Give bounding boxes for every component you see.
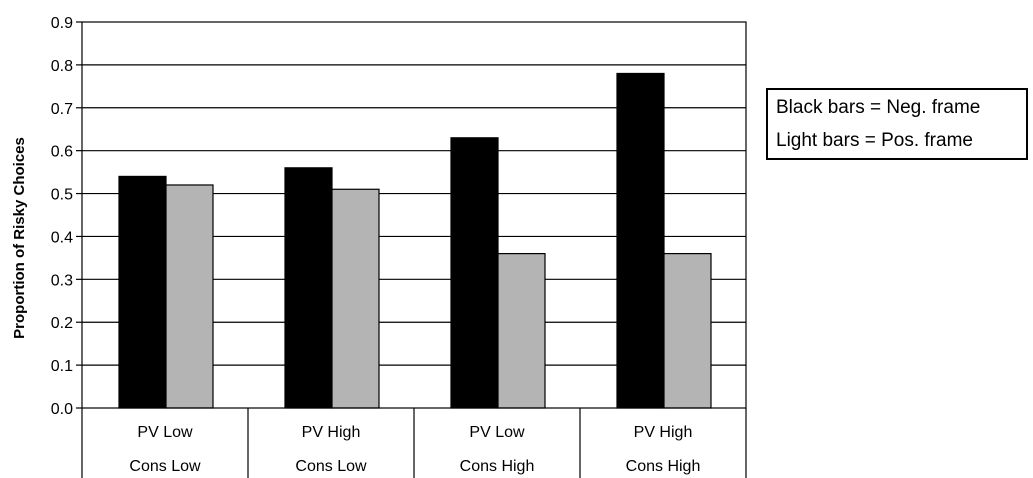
- category-label-line2: Cons Low: [129, 458, 201, 475]
- category-label-line1: PV Low: [469, 424, 525, 441]
- legend-entry-pos-frame: Light bars = Pos. frame: [776, 130, 973, 151]
- y-tick-label: 0.9: [51, 15, 73, 32]
- y-tick-label: 0.1: [51, 358, 73, 375]
- y-tick-label: 0.6: [51, 144, 73, 161]
- bar-neg-frame: [284, 167, 333, 409]
- y-tick-label: 0.0: [51, 401, 73, 418]
- y-tick-label: 0.4: [51, 229, 73, 246]
- y-tick-labels: 0.0 0.1 0.2 0.3 0.4 0.5 0.6 0.7 0.8 0.9: [51, 15, 73, 418]
- category-labels: PV Low Cons Low PV High Cons Low PV Low Cons …: [129, 424, 700, 475]
- bar-pos-frame: [497, 253, 546, 409]
- category-label-line1: PV High: [634, 424, 693, 441]
- bars: [118, 72, 712, 409]
- y-tick-label: 0.8: [51, 58, 73, 75]
- legend-entry-neg-frame: Black bars = Neg. frame: [776, 97, 981, 118]
- bar-neg-frame: [616, 72, 665, 409]
- y-tick-label: 0.7: [51, 101, 73, 118]
- axes: [76, 21, 747, 478]
- category-label-line1: PV Low: [137, 424, 193, 441]
- bar-pos-frame: [331, 188, 380, 409]
- bar-pos-frame: [165, 184, 214, 409]
- bar-pos-frame: [663, 253, 712, 409]
- y-tick-label: 0.5: [51, 187, 73, 204]
- category-label-line2: Cons High: [626, 458, 701, 475]
- bar-neg-frame: [118, 175, 167, 409]
- bar-neg-frame: [450, 137, 499, 409]
- y-tick-label: 0.3: [51, 272, 73, 289]
- y-axis-title: Proportion of Risky Choices: [11, 137, 28, 339]
- legend: Black bars = Neg. frame Light bars = Pos…: [766, 88, 1028, 160]
- y-tick-label: 0.2: [51, 315, 73, 332]
- category-label-line2: Cons High: [460, 458, 535, 475]
- category-label-line2: Cons Low: [295, 458, 367, 475]
- category-label-line1: PV High: [302, 424, 361, 441]
